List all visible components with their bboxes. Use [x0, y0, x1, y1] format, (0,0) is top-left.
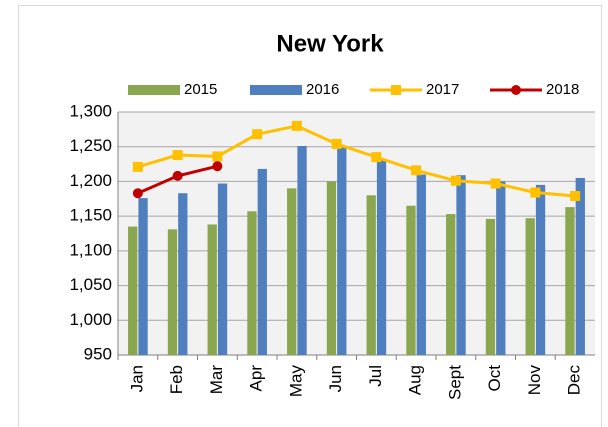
- legend-label: 2018: [546, 81, 579, 98]
- bar: [416, 174, 426, 355]
- marker: [570, 191, 581, 202]
- bar: [167, 229, 178, 355]
- bar: [366, 195, 376, 355]
- x-tick-label: Jan: [127, 365, 146, 392]
- bar: [485, 218, 496, 355]
- x-tick-label: Feb: [167, 365, 186, 394]
- bar: [128, 226, 138, 355]
- x-tick-label: Sept: [445, 365, 464, 400]
- marker: [212, 161, 223, 172]
- chart-title: New York: [276, 30, 384, 57]
- y-tick-label: 1,000: [69, 310, 112, 329]
- x-tick-label: Nov: [525, 365, 544, 396]
- bar: [247, 211, 257, 355]
- bar: [376, 160, 387, 355]
- bar: [337, 146, 347, 355]
- bar: [178, 193, 188, 355]
- x-tick-label: Jul: [366, 365, 385, 387]
- y-tick-label: 1,150: [69, 206, 112, 225]
- marker: [172, 150, 183, 161]
- marker: [411, 165, 422, 176]
- marker: [371, 152, 382, 163]
- legend-marker: [511, 85, 521, 95]
- legend-label: 2015: [184, 81, 217, 98]
- bar: [217, 183, 228, 355]
- x-tick-label: Oct: [485, 365, 504, 392]
- marker: [132, 188, 143, 199]
- legend-marker: [391, 85, 401, 95]
- x-tick-label: Mar: [207, 365, 226, 395]
- y-tick-label: 950: [84, 344, 112, 363]
- line: [137, 124, 576, 198]
- x-tick-label: Dec: [565, 365, 584, 396]
- x-tick-label: Apr: [247, 365, 266, 392]
- legend-swatch: [128, 85, 180, 95]
- marker: [252, 129, 263, 140]
- x-tick-label: Aug: [406, 365, 425, 395]
- marker: [132, 161, 143, 172]
- marker: [450, 175, 461, 186]
- bar: [207, 224, 217, 355]
- bar: [287, 188, 297, 355]
- y-tick-label: 1,250: [69, 136, 112, 155]
- marker: [172, 170, 183, 181]
- x-tick-label: Jun: [326, 365, 345, 392]
- y-tick-label: 1,200: [69, 171, 112, 190]
- legend-label: 2016: [306, 81, 339, 98]
- bar: [297, 146, 307, 355]
- marker: [212, 151, 223, 162]
- bar: [565, 207, 575, 355]
- bar: [326, 181, 337, 355]
- legend-label: 2017: [426, 81, 459, 98]
- y-tick-label: 1,050: [69, 275, 112, 294]
- marker: [490, 178, 501, 189]
- marker: [291, 120, 302, 131]
- bar: [138, 198, 148, 355]
- bar: [535, 184, 546, 355]
- legend-swatch: [250, 85, 302, 95]
- bar: [496, 181, 506, 355]
- x-tick-label: May: [286, 365, 305, 398]
- y-tick-label: 1,300: [69, 101, 112, 120]
- bar: [257, 168, 267, 355]
- y-tick-label: 1,100: [69, 240, 112, 259]
- bar: [575, 177, 585, 355]
- marker: [331, 138, 342, 149]
- bar: [525, 218, 535, 355]
- bar: [456, 175, 466, 355]
- marker: [530, 187, 541, 198]
- plot-area: [118, 112, 595, 355]
- bar: [406, 205, 416, 355]
- bar: [446, 214, 456, 355]
